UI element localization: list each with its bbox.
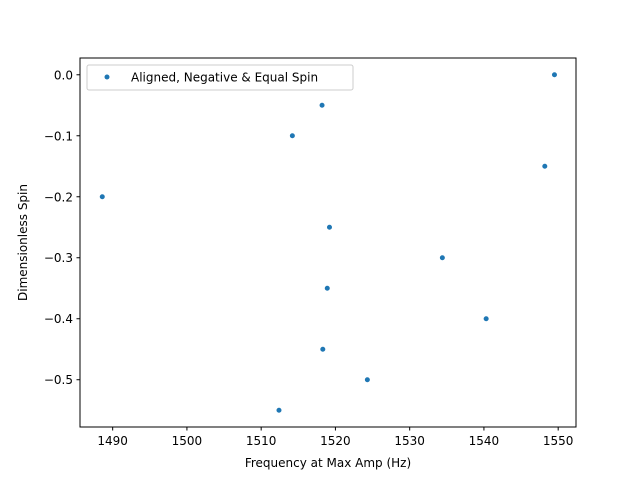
marks-layer: [99, 72, 557, 413]
data-point: [320, 346, 326, 352]
x-tick-label: 1540: [469, 434, 500, 448]
x-tick-label: 1550: [543, 434, 574, 448]
x-tick-label: 1500: [172, 434, 203, 448]
x-tick-label: 1510: [246, 434, 277, 448]
data-point: [99, 194, 105, 200]
x-tick-label: 1530: [394, 434, 425, 448]
legend: Aligned, Negative & Equal Spin: [86, 64, 354, 91]
x-axis-ticks: 1490 1500 1510 1520 1530 1540 1550: [97, 427, 573, 448]
data-point: [483, 316, 489, 322]
data-point: [319, 102, 325, 108]
legend-label: Aligned, Negative & Equal Spin: [131, 71, 318, 85]
x-tick-label: 1520: [320, 434, 351, 448]
y-tick-label: −0.2: [44, 190, 73, 204]
x-tick-label: 1490: [97, 434, 128, 448]
x-axis-label: Frequency at Max Amp (Hz): [245, 456, 411, 470]
legend-marker: [104, 74, 110, 80]
data-point: [364, 377, 370, 383]
y-tick-label: 0.0: [54, 68, 73, 82]
data-point: [542, 163, 548, 169]
y-axis-ticks: 0.0 −0.1 −0.2 −0.3 −0.4 −0.5: [44, 68, 80, 387]
y-tick-label: −0.4: [44, 312, 73, 326]
data-point: [439, 255, 445, 261]
data-point: [551, 72, 557, 78]
y-tick-label: −0.5: [44, 373, 73, 387]
axes-frame: [79, 57, 577, 428]
y-tick-label: −0.1: [44, 129, 73, 143]
data-point: [276, 407, 282, 413]
data-point: [326, 224, 332, 230]
data-point: [324, 285, 330, 291]
legend-box: [86, 64, 354, 91]
y-tick-label: −0.3: [44, 251, 73, 265]
data-point: [289, 133, 295, 139]
y-axis-label: Dimensionless Spin: [16, 184, 30, 301]
